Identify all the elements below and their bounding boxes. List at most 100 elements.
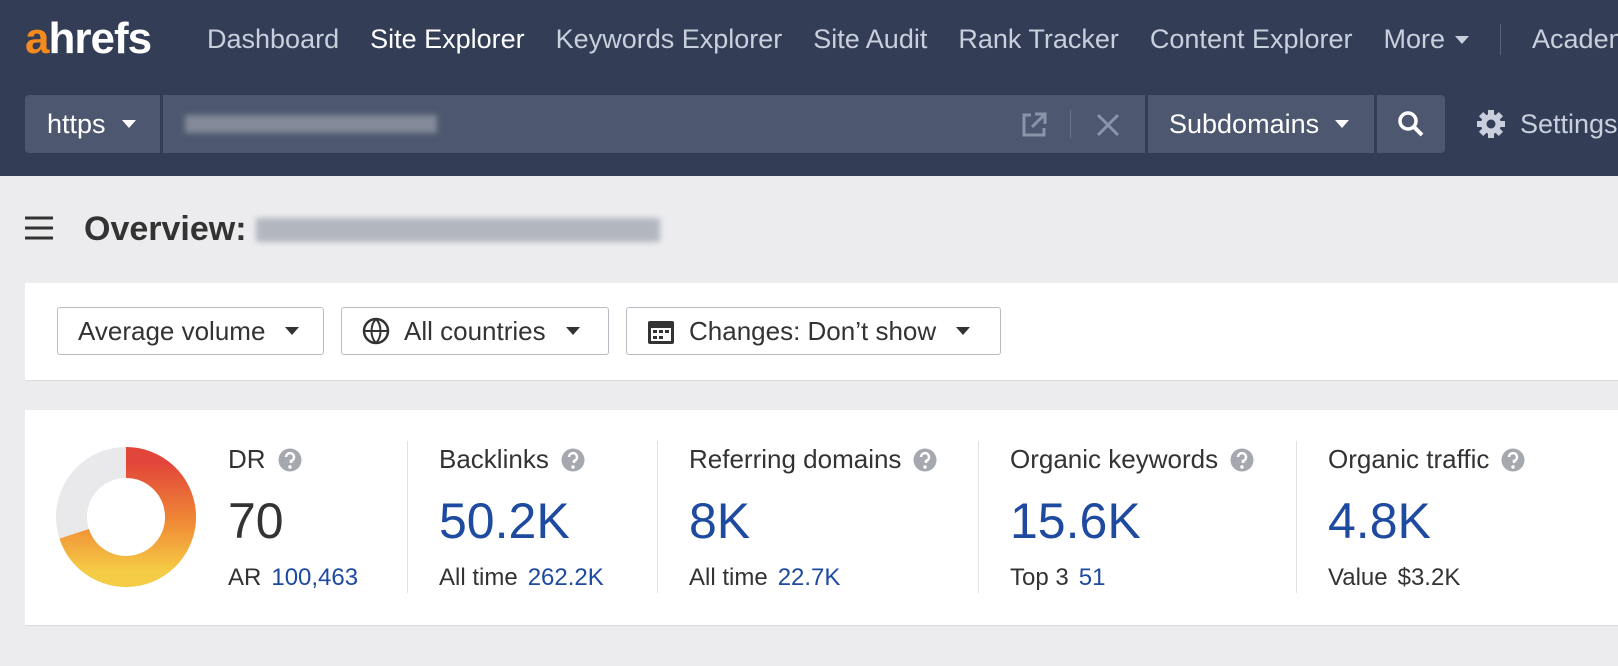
metric-sub: Value $3.2K <box>1328 564 1460 592</box>
clear-icon[interactable] <box>1095 112 1121 138</box>
settings[interactable]: Settings <box>1476 95 1618 153</box>
metric-sub-value: $3.2K <box>1397 564 1461 591</box>
url-input[interactable] <box>163 95 1145 153</box>
nav-item-text: Site Explorer <box>370 24 525 54</box>
nav-item[interactable]: Academy <box>1500 24 1618 55</box>
calendar-icon <box>648 321 674 344</box>
metric-sub-value: 262.2K <box>527 564 604 591</box>
help-dot <box>1240 464 1244 469</box>
metric-sub-label: All time <box>439 564 518 591</box>
globe-lines <box>364 318 388 344</box>
metric-sub-label: All time <box>689 564 768 591</box>
caret <box>121 120 136 128</box>
divider <box>407 441 408 593</box>
metric-sub-label: AR <box>228 564 262 591</box>
metric-label-text: Backlinks <box>439 444 549 474</box>
help-dot <box>1511 464 1516 469</box>
filter-bar: Average volume All countries Changes: Don’… <box>25 283 1618 381</box>
metric-label-text: Organic traffic <box>1328 444 1490 474</box>
metric-sub-value: 22.7K <box>777 564 841 591</box>
nav-item-text: More <box>1383 24 1446 54</box>
menu-icon[interactable] <box>25 215 53 241</box>
help-mark <box>1508 451 1519 463</box>
metric-value: 50.2K <box>439 493 570 549</box>
blurred-site-name <box>256 218 660 242</box>
settings-text: Settings <box>1520 108 1618 139</box>
search-icon <box>1398 111 1424 137</box>
metric-label: Organic keywords <box>1010 444 1254 475</box>
help-mark <box>567 451 579 463</box>
metric-sub: All time 262.2K <box>439 564 604 592</box>
mode-text: Subdomains <box>1169 108 1320 139</box>
caret <box>285 327 300 335</box>
metric-label-text: DR <box>228 444 266 474</box>
caret <box>956 327 971 335</box>
help-icon[interactable] <box>1230 448 1254 472</box>
metric-sub: All time 22.7K <box>689 564 840 592</box>
help-dot <box>287 464 292 469</box>
search-button[interactable] <box>1377 95 1445 153</box>
filter-dropdown[interactable]: Changes: Don’t show <box>626 307 1001 355</box>
nav-item[interactable]: Site Explorer <box>370 24 525 55</box>
metric-sub: AR 100,463 <box>228 564 358 592</box>
open-link-icon[interactable] <box>1019 110 1049 140</box>
metric-value: 4.8K <box>1328 493 1431 549</box>
nav-item-text: Keywords Explorer <box>555 24 783 54</box>
help-icon[interactable] <box>561 448 585 472</box>
nav-item[interactable]: Site Audit <box>813 24 927 55</box>
filter-text: All countries <box>404 315 546 346</box>
help-icon[interactable] <box>1501 448 1525 472</box>
logo[interactable]: ahrefs <box>25 14 152 63</box>
metric-value: 8K <box>689 493 751 549</box>
protocol-text: https <box>47 108 106 139</box>
metric-sub-value: 100,463 <box>271 564 359 591</box>
help-mark <box>1236 451 1248 463</box>
caret <box>1455 35 1470 44</box>
globe-icon <box>362 317 390 345</box>
gear-icon <box>1477 110 1505 138</box>
help-dot <box>923 464 928 469</box>
overview-title: Overview: <box>84 210 247 248</box>
metric-label-text: Organic keywords <box>1010 444 1219 474</box>
metric-label-text: Referring domains <box>689 444 902 474</box>
blurred-url <box>185 115 437 133</box>
help-mark <box>920 451 931 463</box>
filter-text: Changes: Don’t show <box>689 315 937 346</box>
metric-label: DR <box>228 444 302 475</box>
top-bar: ahrefs Dashboard Site Explorer Keywords Ex… <box>0 0 1618 176</box>
calendar-face <box>651 328 671 341</box>
mode-select[interactable]: Subdomains <box>1148 95 1374 153</box>
help-dot <box>571 464 575 469</box>
nav-item[interactable]: Rank Tracker <box>958 24 1119 55</box>
metrics-panel: DR 70 AR 100,463 Backlinks 50.2K All time 262.2… <box>25 410 1618 626</box>
metric-label: Backlinks <box>439 444 585 475</box>
filter-dropdown[interactable]: All countries <box>341 307 609 355</box>
metric-value: 15.6K <box>1010 493 1141 549</box>
nav-item[interactable]: More <box>1384 24 1470 55</box>
nav-item[interactable]: Content Explorer <box>1150 24 1353 55</box>
separator <box>1070 110 1071 138</box>
filter-dropdown[interactable]: Average volume <box>57 307 324 355</box>
caret <box>1335 120 1350 128</box>
protocol-select[interactable]: https <box>25 95 160 153</box>
metric-value: 70 <box>228 493 284 549</box>
metric-sub-value: 51 <box>1078 564 1106 591</box>
help-mark <box>284 451 295 463</box>
nav-item[interactable]: Keywords Explorer <box>556 24 783 55</box>
calendar-days <box>653 330 669 339</box>
metric-sub-label: Top 3 <box>1010 564 1069 591</box>
nav-item[interactable]: Dashboard <box>207 24 339 55</box>
metric-sub-label: Value <box>1328 564 1388 591</box>
nav-menu: Dashboard Site Explorer Keywords Explorer S… <box>207 24 1618 55</box>
help-icon[interactable] <box>278 448 302 472</box>
divider <box>657 441 658 593</box>
metric-label: Organic traffic <box>1328 444 1525 475</box>
metric-label: Referring domains <box>689 444 937 475</box>
caret <box>565 327 580 335</box>
divider <box>1296 441 1297 593</box>
gauge-arc <box>59 447 196 587</box>
help-icon[interactable] <box>913 448 937 472</box>
nav-item-text: Dashboard <box>207 24 340 54</box>
dr-gauge <box>56 447 196 587</box>
